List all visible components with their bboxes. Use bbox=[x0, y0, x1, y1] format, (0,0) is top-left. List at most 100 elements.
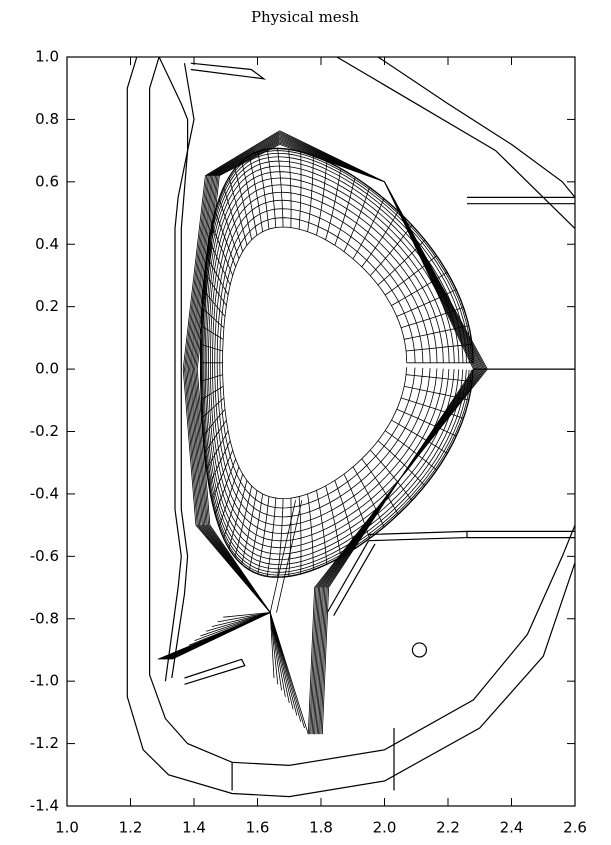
mesh-line bbox=[208, 440, 231, 487]
wall-outline bbox=[336, 56, 576, 230]
mesh-line bbox=[234, 168, 253, 240]
y-tick-label: 1.0 bbox=[35, 48, 59, 66]
mesh-line bbox=[228, 480, 248, 549]
mesh-line bbox=[400, 306, 464, 329]
mesh-line bbox=[377, 440, 426, 487]
y-tick-label: -1.2 bbox=[30, 734, 59, 752]
mesh-line bbox=[276, 500, 303, 613]
y-tick-label: -1.4 bbox=[30, 797, 59, 815]
wall-outline bbox=[126, 56, 576, 798]
mesh-line bbox=[391, 271, 448, 306]
mesh-line bbox=[361, 458, 399, 515]
mesh-line bbox=[277, 498, 284, 578]
x-tick-label: 1.4 bbox=[182, 819, 206, 837]
mesh-line bbox=[279, 136, 482, 735]
mesh-line bbox=[160, 132, 280, 660]
mesh-line bbox=[269, 612, 286, 697]
mesh-line bbox=[404, 386, 470, 401]
plot-frame bbox=[66, 56, 576, 807]
mesh-line bbox=[241, 160, 258, 236]
mesh-line bbox=[218, 466, 240, 528]
mesh-line bbox=[217, 612, 271, 623]
mesh-line bbox=[228, 176, 248, 246]
mesh-line bbox=[277, 148, 284, 228]
mesh-line bbox=[257, 496, 270, 575]
mesh-line bbox=[369, 224, 413, 276]
mesh-line bbox=[166, 139, 280, 660]
mesh-line bbox=[206, 171, 455, 555]
mesh-line bbox=[269, 612, 282, 691]
wall-outline bbox=[326, 540, 370, 613]
mesh-line bbox=[316, 490, 328, 565]
y-tick-label: -0.6 bbox=[30, 547, 59, 565]
x-tick-label: 2.6 bbox=[563, 819, 587, 837]
mesh-line bbox=[404, 325, 470, 340]
mesh-line bbox=[241, 490, 258, 565]
wall-outline bbox=[190, 62, 267, 80]
y-tick-label: 0.8 bbox=[35, 110, 59, 128]
mesh-line bbox=[384, 255, 438, 296]
y-tick-label: -1.0 bbox=[30, 672, 59, 690]
mesh-line bbox=[208, 177, 450, 549]
wall-outline bbox=[184, 658, 246, 685]
y-tick-label: 0.6 bbox=[35, 172, 59, 190]
y-tick-label: -0.2 bbox=[30, 422, 59, 440]
wall-outline bbox=[158, 56, 189, 682]
mesh-line bbox=[279, 140, 478, 735]
mesh-line bbox=[343, 473, 370, 539]
mesh-line bbox=[369, 449, 413, 502]
mesh-line bbox=[279, 137, 481, 735]
mesh-line bbox=[361, 210, 399, 268]
mesh-line bbox=[212, 191, 438, 534]
y-tick-label: 0.4 bbox=[35, 235, 59, 253]
mesh-line bbox=[204, 419, 227, 454]
mesh-line bbox=[203, 160, 464, 566]
mesh-line bbox=[248, 493, 264, 571]
mesh-line bbox=[218, 198, 240, 259]
mesh-line bbox=[325, 168, 342, 240]
mesh-line bbox=[211, 612, 271, 627]
mesh-line bbox=[157, 130, 280, 660]
mesh-line bbox=[269, 612, 294, 710]
mesh-line bbox=[206, 430, 229, 471]
mesh-line bbox=[223, 473, 244, 539]
y-tick-label: 0.0 bbox=[35, 360, 59, 378]
mesh-line bbox=[204, 165, 460, 561]
mesh-line bbox=[279, 144, 474, 735]
mesh-line bbox=[223, 186, 244, 252]
mesh-line bbox=[269, 612, 279, 685]
mesh-line bbox=[298, 151, 302, 230]
mesh-line bbox=[200, 386, 224, 401]
mesh-line bbox=[216, 208, 424, 518]
mesh-line bbox=[200, 343, 223, 352]
y-tick-label: 0.2 bbox=[35, 297, 59, 315]
mesh-line bbox=[307, 155, 314, 232]
mesh-line bbox=[377, 239, 426, 286]
mesh-line bbox=[343, 186, 370, 252]
mesh-line bbox=[352, 198, 385, 260]
mesh-line bbox=[266, 498, 277, 577]
mesh-line bbox=[194, 612, 271, 641]
mesh-line bbox=[266, 148, 277, 228]
mesh-line bbox=[279, 130, 488, 735]
y-tick-label: -0.8 bbox=[30, 609, 59, 627]
mesh-line bbox=[334, 176, 356, 246]
x-tick-label: 1.6 bbox=[246, 819, 270, 837]
mesh-line bbox=[200, 374, 223, 382]
mesh-line bbox=[384, 430, 438, 471]
mesh-line bbox=[214, 210, 236, 267]
x-tick-label: 2.4 bbox=[500, 819, 524, 837]
mesh-line bbox=[222, 226, 408, 500]
mesh-line bbox=[316, 161, 328, 236]
mesh-line bbox=[307, 493, 314, 571]
mesh-line bbox=[269, 500, 296, 613]
y-tick-label: -0.4 bbox=[30, 484, 59, 502]
wall-outline bbox=[377, 56, 576, 198]
x-tick-label: 1.2 bbox=[119, 819, 143, 837]
mesh-line bbox=[211, 449, 234, 502]
mesh-line bbox=[298, 496, 302, 575]
x-tick-label: 2.2 bbox=[436, 819, 460, 837]
mesh-line bbox=[269, 612, 275, 679]
wall-outline bbox=[333, 543, 376, 616]
